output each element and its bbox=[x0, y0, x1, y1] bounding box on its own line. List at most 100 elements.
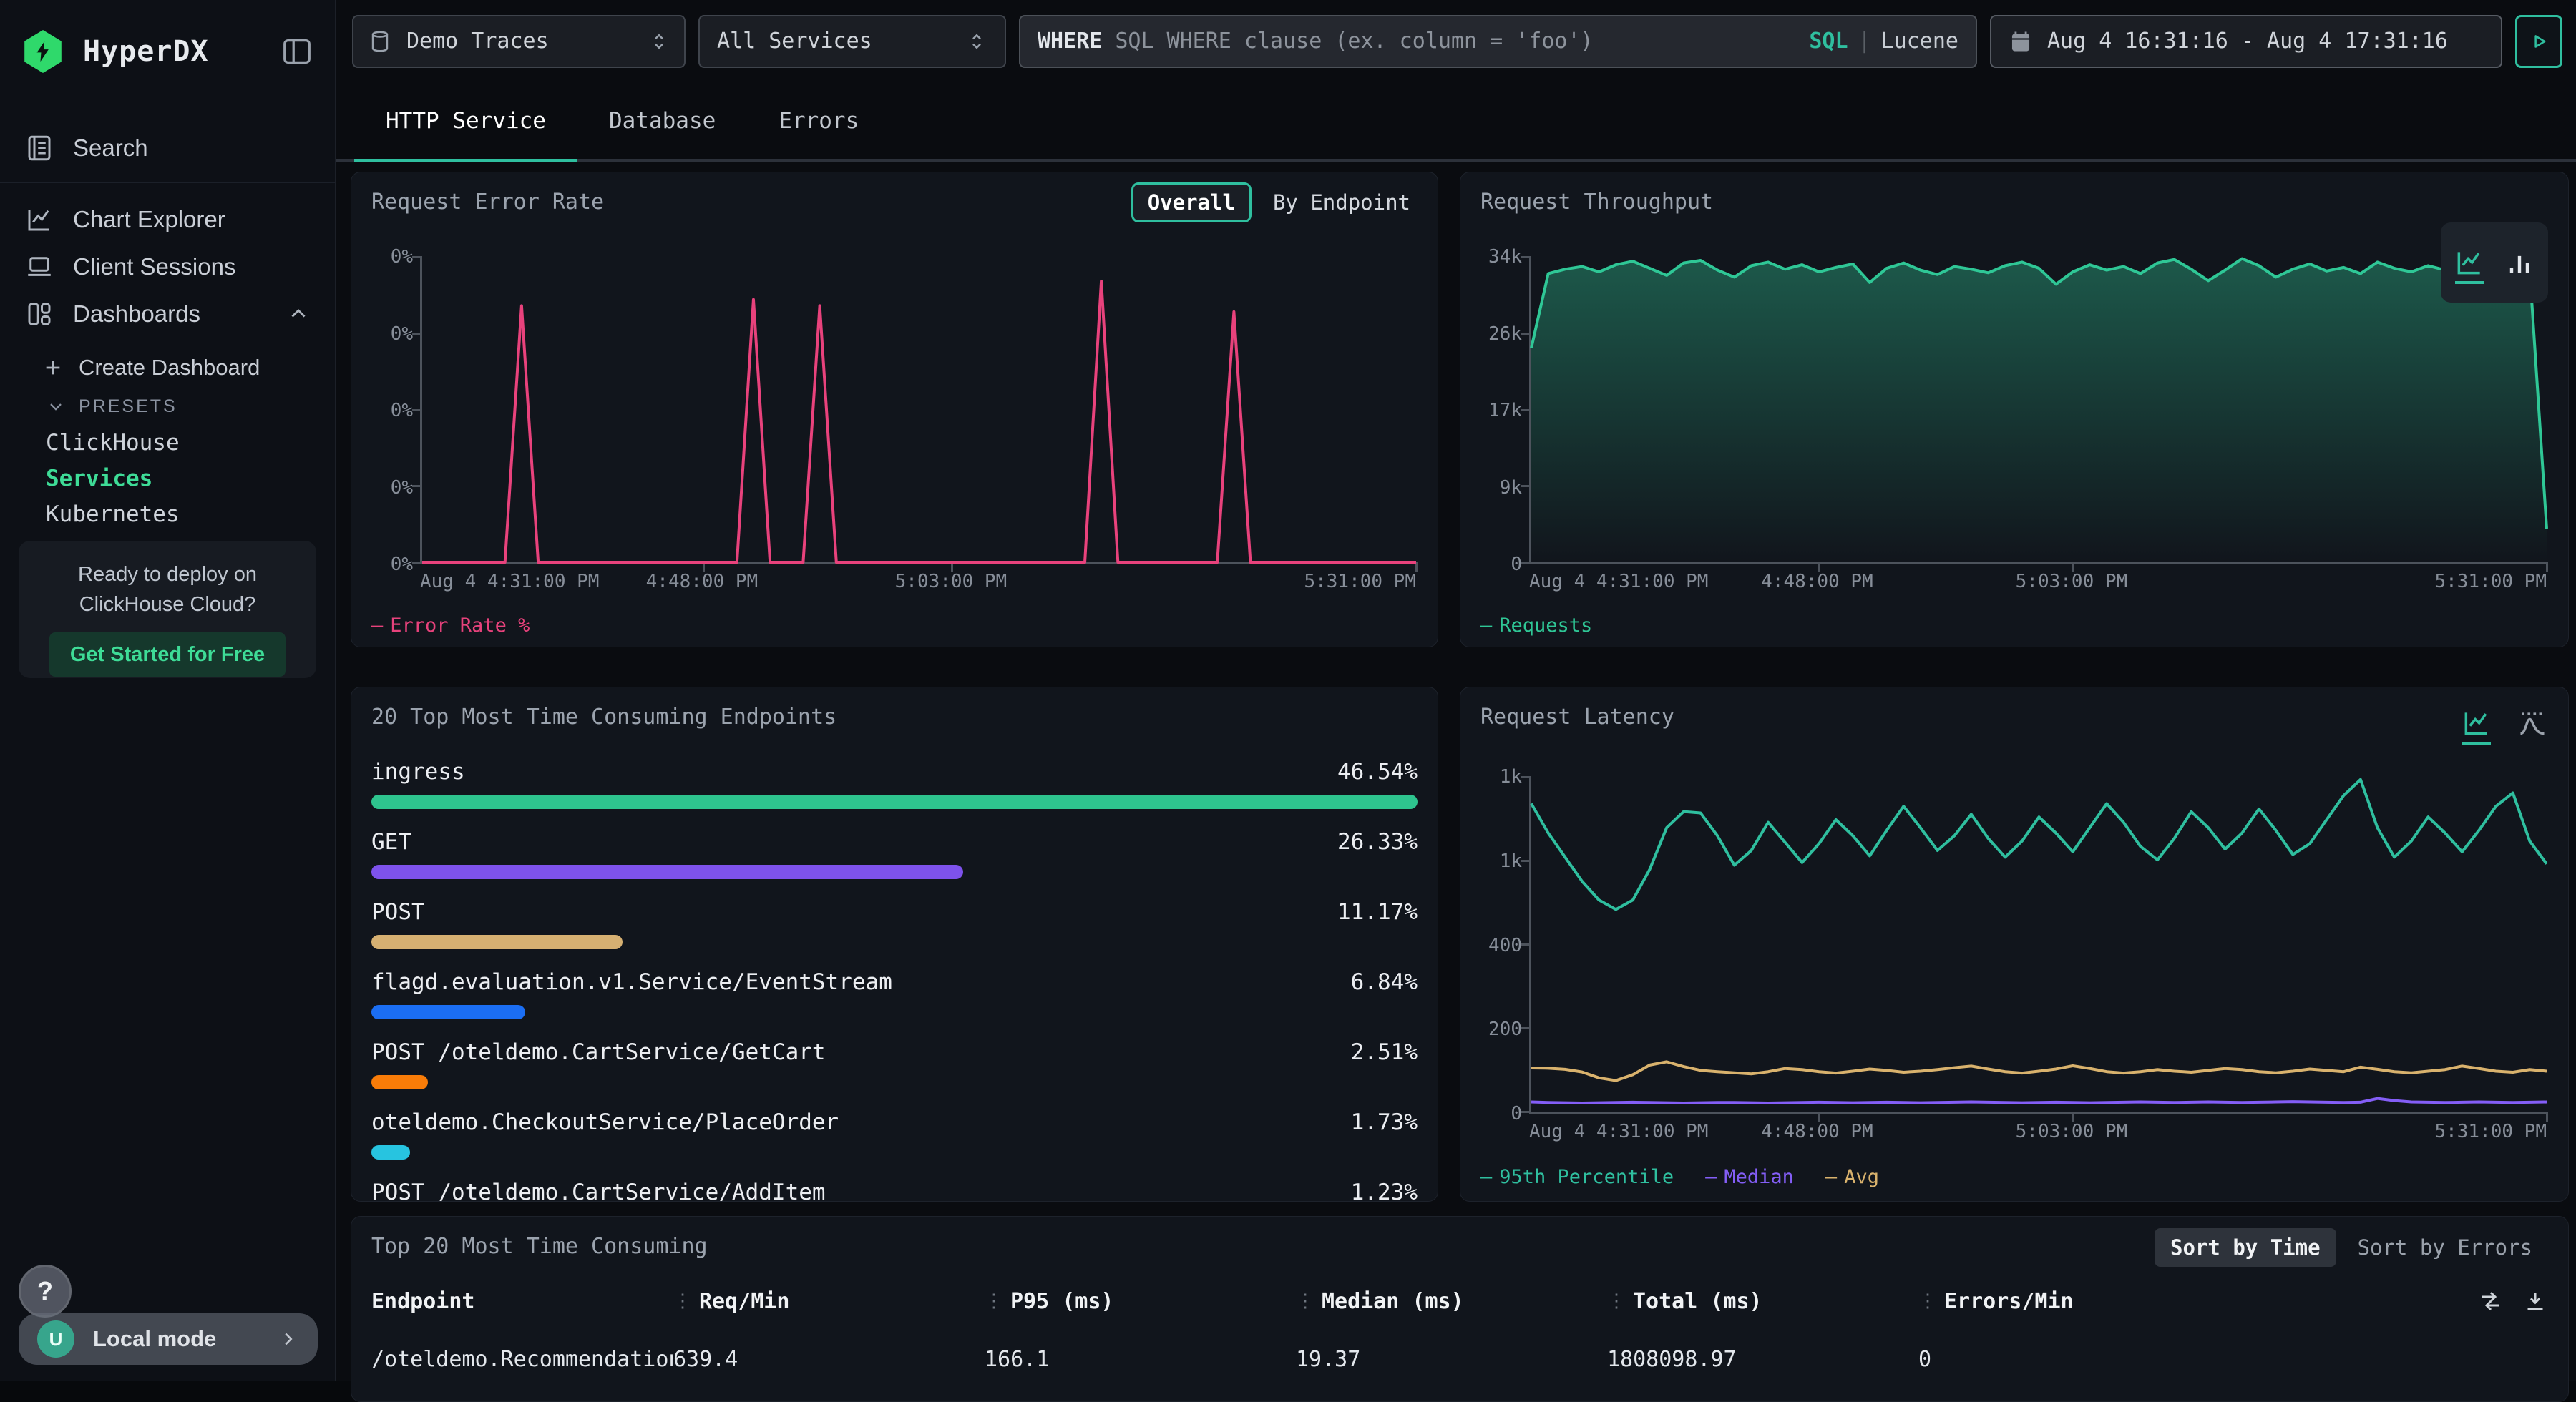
sidebar-nav: Search Chart Explorer Client Sessions Dashb… bbox=[0, 124, 335, 338]
series-avg bbox=[1531, 1062, 2547, 1080]
chevron-right-icon bbox=[278, 1328, 299, 1350]
avatar: U bbox=[37, 1320, 74, 1358]
endpoint-row-oteldemo-checkoutservice-placeorder[interactable]: oteldemo.CheckoutService/PlaceOrder1.73% bbox=[371, 1104, 1418, 1174]
dashboard-tabs: HTTP ServiceDatabaseErrors bbox=[336, 82, 2576, 162]
table-row[interactable]: /oteldemo.RecommendationServ639.4166.119… bbox=[371, 1337, 2548, 1381]
endpoint-label: POST /oteldemo.CartService/GetCart bbox=[371, 1039, 826, 1065]
sort-button-sort-by-time[interactable]: Sort by Time bbox=[2155, 1228, 2336, 1267]
endpoint-bar-track bbox=[371, 1005, 1418, 1019]
sidebar-item-chart-explorer[interactable]: Chart Explorer bbox=[0, 196, 335, 243]
hyperdx-logo-icon bbox=[21, 30, 64, 73]
histogram-icon[interactable] bbox=[2517, 707, 2548, 739]
column-label: Total (ms) bbox=[1633, 1289, 1762, 1314]
bar-chart-icon[interactable] bbox=[2504, 247, 2535, 278]
x-axis-labels: Aug 4 4:31:00 PM4:48:00 PM5:03:00 PM5:31… bbox=[420, 571, 1416, 597]
sidebar-preset-services[interactable]: Services bbox=[0, 461, 335, 496]
chart-legend: —Requests bbox=[1480, 614, 1592, 637]
sidebar-item-search[interactable]: Search bbox=[0, 124, 335, 172]
sidebar-collapse-icon[interactable] bbox=[280, 35, 313, 68]
y-tick-label: 0% bbox=[391, 246, 413, 268]
drag-handle-icon: ⋮ bbox=[1918, 1290, 1936, 1312]
x-tick-label: Aug 4 4:31:00 PM bbox=[420, 571, 599, 592]
y-tick-label: 17k bbox=[1488, 400, 1522, 421]
endpoint-row-post[interactable]: POST11.17% bbox=[371, 893, 1418, 964]
endpoint-row-get[interactable]: GET26.33% bbox=[371, 823, 1418, 893]
x-tick-label: 5:31:00 PM bbox=[2434, 571, 2547, 592]
endpoint-bar bbox=[371, 935, 623, 949]
panel-title: 20 Top Most Time Consuming Endpoints bbox=[371, 705, 836, 730]
source-select[interactable]: Demo Traces bbox=[352, 15, 686, 68]
endpoint-row-flagd-evaluation-v1-service-eventstream[interactable]: flagd.evaluation.v1.Service/EventStream6… bbox=[371, 964, 1418, 1034]
service-select[interactable]: All Services bbox=[698, 15, 1006, 68]
line-chart-icon[interactable] bbox=[2461, 707, 2492, 739]
tab-database[interactable]: Database bbox=[577, 82, 747, 159]
endpoint-bar-list: ingress46.54%GET26.33% POST11.17%flagd.ev… bbox=[371, 753, 1418, 1202]
chart-type-switcher bbox=[2441, 222, 2548, 303]
endpoint-row-header: GET26.33% bbox=[371, 823, 1418, 855]
endpoint-row-header: POST /oteldemo.CartService/GetCart2.51% bbox=[371, 1034, 1418, 1065]
endpoint-row-header: oteldemo.CheckoutService/PlaceOrder1.73% bbox=[371, 1104, 1418, 1135]
where-input[interactable] bbox=[1115, 29, 1800, 54]
x-tick-label: 4:48:00 PM bbox=[1761, 571, 1873, 592]
y-tick-mark bbox=[1521, 1111, 1531, 1113]
time-range-value: Aug 4 16:31:16 - Aug 4 17:31:16 bbox=[2047, 29, 2448, 54]
column-header-errors-min[interactable]: ⋮ Errors/Min bbox=[1918, 1288, 2548, 1314]
endpoint-value: 6.84% bbox=[1351, 969, 1418, 995]
sort-button-sort-by-errors[interactable]: Sort by Errors bbox=[2342, 1228, 2548, 1267]
y-tick-mark bbox=[412, 333, 422, 335]
sidebar-item-dashboards[interactable]: Dashboards bbox=[0, 290, 335, 338]
toggle-by-endpoint[interactable]: By Endpoint bbox=[1266, 185, 1418, 220]
top-endpoints-panel: 20 Top Most Time Consuming Endpoints ing… bbox=[351, 687, 1438, 1202]
time-range-picker[interactable]: Aug 4 16:31:16 - Aug 4 17:31:16 bbox=[1990, 15, 2502, 68]
column-header-endpoint[interactable]: Endpoint bbox=[371, 1289, 673, 1314]
lucene-mode-button[interactable]: Lucene bbox=[1881, 29, 1958, 54]
y-tick-label: 0% bbox=[391, 323, 413, 345]
column-header-total-ms[interactable]: ⋮Total (ms) bbox=[1607, 1289, 1918, 1314]
plot-area bbox=[420, 257, 1416, 564]
x-tick-mark bbox=[2546, 1112, 2548, 1122]
legend-label: Median bbox=[1724, 1166, 1794, 1188]
y-tick-mark bbox=[1521, 1027, 1531, 1029]
table-header: Endpoint⋮Req/Min⋮P95 (ms)⋮Median (ms)⋮To… bbox=[371, 1288, 2548, 1314]
x-tick-label: 5:03:00 PM bbox=[895, 571, 1008, 592]
create-dashboard-button[interactable]: Create Dashboard bbox=[0, 348, 335, 388]
column-label: Median (ms) bbox=[1322, 1289, 1464, 1314]
sidebar-item-client-sessions[interactable]: Client Sessions bbox=[0, 243, 335, 290]
user-menu[interactable]: U Local mode bbox=[19, 1313, 318, 1365]
column-settings-icon[interactable] bbox=[2478, 1288, 2504, 1314]
y-tick-mark bbox=[1521, 943, 1531, 946]
presets-section-toggle[interactable]: PRESETS bbox=[0, 388, 335, 425]
sidebar-item-label: Client Sessions bbox=[73, 253, 235, 280]
endpoint-bar-track bbox=[371, 935, 1418, 949]
sidebar-preset-kubernetes[interactable]: Kubernetes bbox=[0, 496, 335, 532]
toggle-overall[interactable]: Overall bbox=[1131, 182, 1252, 222]
tab-errors[interactable]: Errors bbox=[747, 82, 890, 159]
laptop-icon bbox=[24, 252, 54, 282]
column-header-req-min[interactable]: ⋮Req/Min bbox=[673, 1289, 985, 1314]
column-header-p95-ms[interactable]: ⋮P95 (ms) bbox=[985, 1289, 1296, 1314]
column-header-median-ms[interactable]: ⋮Median (ms) bbox=[1296, 1289, 1607, 1314]
chart-legend: —Error Rate % bbox=[371, 614, 530, 637]
endpoint-bar-track bbox=[371, 865, 1418, 879]
plot-area bbox=[1529, 777, 2547, 1114]
endpoint-value: 1.73% bbox=[1351, 1109, 1418, 1135]
column-label: Endpoint bbox=[371, 1289, 475, 1314]
endpoint-row-post-oteldemo-cartservice-additem[interactable]: POST /oteldemo.CartService/AddItem1.23% bbox=[371, 1174, 1418, 1202]
endpoint-row-header: POST /oteldemo.CartService/AddItem1.23% bbox=[371, 1174, 1418, 1202]
get-started-button[interactable]: Get Started for Free bbox=[49, 632, 286, 677]
run-query-button[interactable] bbox=[2515, 15, 2562, 68]
panel-title: Request Throughput bbox=[1480, 190, 1713, 215]
endpoint-row-post-oteldemo-cartservice-getcart[interactable]: POST /oteldemo.CartService/GetCart2.51% bbox=[371, 1034, 1418, 1104]
request-throughput-panel: Request Throughput 34k26k17k9k0 Aug 4 4:… bbox=[1460, 172, 2569, 647]
sql-mode-button[interactable]: SQL bbox=[1809, 29, 1848, 54]
sidebar-preset-clickhouse[interactable]: ClickHouse bbox=[0, 425, 335, 461]
legend-label: Error Rate % bbox=[390, 614, 530, 637]
line-chart-icon[interactable] bbox=[2454, 247, 2485, 278]
plot-area bbox=[1529, 257, 2547, 564]
y-tick-mark bbox=[1521, 562, 1531, 564]
download-icon[interactable] bbox=[2522, 1288, 2548, 1314]
column-label: Errors/Min bbox=[1944, 1289, 2074, 1314]
help-button[interactable]: ? bbox=[19, 1265, 72, 1318]
tab-http-service[interactable]: HTTP Service bbox=[354, 82, 577, 159]
endpoint-row-ingress[interactable]: ingress46.54% bbox=[371, 753, 1418, 823]
